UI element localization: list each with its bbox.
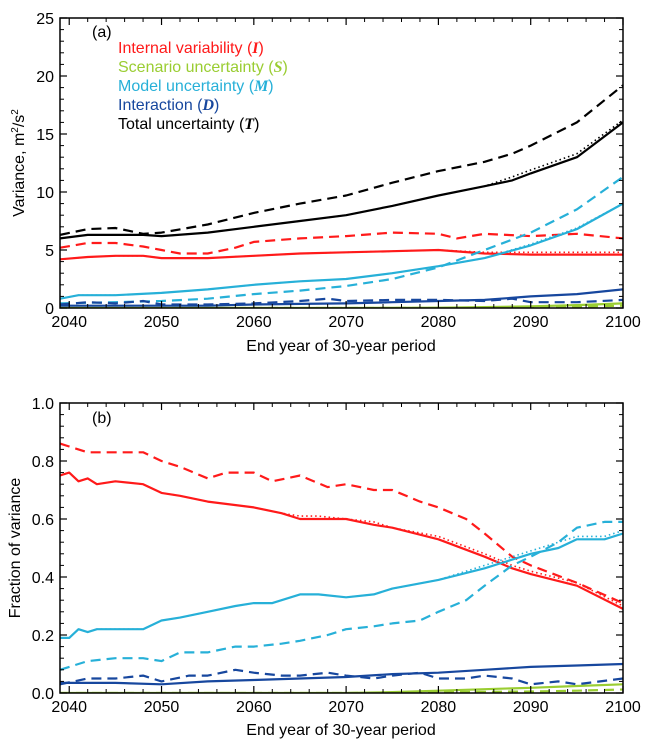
panel-a-ticks: 2040 2050 2060 2070 2080 2090 2100 0 5 10 15 20 25 <box>36 11 641 331</box>
panel-a-y-tick-label: 5 <box>45 243 54 260</box>
panel-b-x-tick-label: 2060 <box>236 699 272 716</box>
panel-b-x-tick-label: 2080 <box>421 699 457 716</box>
legend-item-close: ) <box>259 40 264 57</box>
legend-item-label: Scenario uncertainty ( <box>118 59 274 76</box>
legend-item-symbol: S <box>274 59 283 76</box>
panel-a-y-axis-title-sup2: 2 <box>10 109 21 115</box>
panel-b-label: (b) <box>92 410 112 427</box>
panel-a-model-uncertainty-solid-line <box>60 202 623 300</box>
panel-b-interaction-solid-line <box>60 662 623 686</box>
panel-a-x-tick-label: 2090 <box>513 314 549 331</box>
legend-item-total-uncertainty: Total uncertainty (T) <box>118 116 259 133</box>
panel-a-y-tick-label: 20 <box>36 69 54 86</box>
panel-a-x-tick-label: 2070 <box>328 314 364 331</box>
panel-a-frame <box>59 17 624 309</box>
panel-a-y-tick-label: 0 <box>45 301 54 318</box>
panel-b-y-tick-label: 0.2 <box>32 628 54 645</box>
legend-item-symbol: M <box>253 78 269 95</box>
panel-b-frame <box>59 402 624 694</box>
legend-item-label: Total uncertainty ( <box>118 116 245 133</box>
panel-b-y-tick-label: 0.8 <box>32 454 54 471</box>
panel-a-label: (a) <box>92 24 112 41</box>
panel-b-x-tick-label: 2040 <box>51 699 87 716</box>
legend-item-symbol: I <box>251 40 259 57</box>
panel-a-y-axis-title-sup1: 2 <box>10 127 21 133</box>
panel-b-model-uncertainty-dotted-line <box>60 529 623 639</box>
panel-a-y-tick-label: 25 <box>36 11 54 28</box>
panel-b-internal-variability-dashed-line <box>60 442 623 605</box>
legend-item-label: Model uncertainty ( <box>118 78 255 95</box>
panel-a-x-tick-label: 2040 <box>51 314 87 331</box>
panel-b-x-tick-label: 2050 <box>144 699 180 716</box>
panel-a-model-uncertainty-dashed-line <box>60 176 623 305</box>
panel-b-internal-variability-solid-line <box>60 471 623 610</box>
panel-a-y-axis-title-main: Variance, m <box>11 133 28 217</box>
panel-b-y-tick-label: 0.6 <box>32 512 54 529</box>
legend-item-model-uncertainty: Model uncertainty (M) <box>118 78 274 95</box>
panel-a: 2040 2050 2060 2070 2080 2090 2100 0 5 10 15 20 25 (… <box>10 11 641 355</box>
panel-a-legend: Internal variability (I)Scenario uncerta… <box>118 40 288 133</box>
legend-item-interaction: Interaction (D) <box>118 97 219 114</box>
panel-a-x-tick-label: 2100 <box>605 314 641 331</box>
panel-a-total-uncertainty-dashed-line <box>60 84 623 236</box>
panel-b-y-axis-title: Fraction of variance <box>7 478 24 619</box>
panel-b-series-group <box>60 442 623 693</box>
panel-b-y-tick-label: 0.4 <box>32 570 54 587</box>
panel-a-total-uncertainty-solid-line <box>60 121 623 240</box>
panel-a-y-axis-title: Variance, m2/s2 <box>10 109 28 217</box>
legend-item-label: Interaction ( <box>118 97 203 114</box>
panel-a-internal-variability-dashed-line <box>60 231 623 255</box>
legend-item-close: ) <box>283 59 288 76</box>
panel-a-y-tick-label: 10 <box>36 185 54 202</box>
panel-a-x-tick-label: 2060 <box>236 314 272 331</box>
panel-a-model-uncertainty-dotted-line <box>60 202 623 300</box>
panel-b-x-tick-label: 2090 <box>513 699 549 716</box>
panel-b-interaction-dashed-line <box>60 668 623 686</box>
panel-a-x-axis-title: End year of 30-year period <box>246 338 435 355</box>
panel-a-internal-variability-dotted-line <box>60 249 623 261</box>
panel-b-y-tick-label: 1.0 <box>32 396 54 413</box>
legend-item-label: Internal variability ( <box>118 40 253 57</box>
legend-item-symbol: T <box>244 116 255 133</box>
panel-a-x-tick-label: 2080 <box>421 314 457 331</box>
legend-item-symbol: D <box>201 97 214 114</box>
panel-a-y-tick-label: 15 <box>36 127 54 144</box>
panel-b: 2040 2050 2060 2070 2080 2090 2100 0.0 0.2 0.4 0.6… <box>7 396 641 739</box>
panel-b-y-tick-label: 0.0 <box>32 686 54 703</box>
panel-a-y-axis-title-mid: /s <box>11 115 28 127</box>
panel-b-model-uncertainty-dashed-line <box>60 520 623 671</box>
panel-b-scenario-uncertainty-solid-line <box>60 683 623 693</box>
panel-b-x-tick-label: 2100 <box>605 699 641 716</box>
panel-a-x-tick-label: 2050 <box>144 314 180 331</box>
panel-a-total-uncertainty-dotted-line <box>60 119 623 240</box>
panel-a-interaction-solid-line <box>60 288 623 307</box>
legend-item-scenario-uncertainty: Scenario uncertainty (S) <box>118 59 288 76</box>
legend-item-internal-variability: Internal variability (I) <box>118 40 264 57</box>
legend-item-close: ) <box>254 116 259 133</box>
panel-b-x-tick-label: 2070 <box>328 699 364 716</box>
panel-b-model-uncertainty-solid-line <box>60 532 623 640</box>
legend-item-close: ) <box>214 97 219 114</box>
panel-b-internal-variability-dotted-line <box>60 471 623 607</box>
panel-b-x-axis-title: End year of 30-year period <box>246 722 435 739</box>
legend-item-close: ) <box>268 78 273 95</box>
panel-a-internal-variability-solid-line <box>60 248 623 261</box>
panel-b-ticks: 2040 2050 2060 2070 2080 2090 2100 0.0 0.2 0.4 0.6… <box>32 396 641 716</box>
